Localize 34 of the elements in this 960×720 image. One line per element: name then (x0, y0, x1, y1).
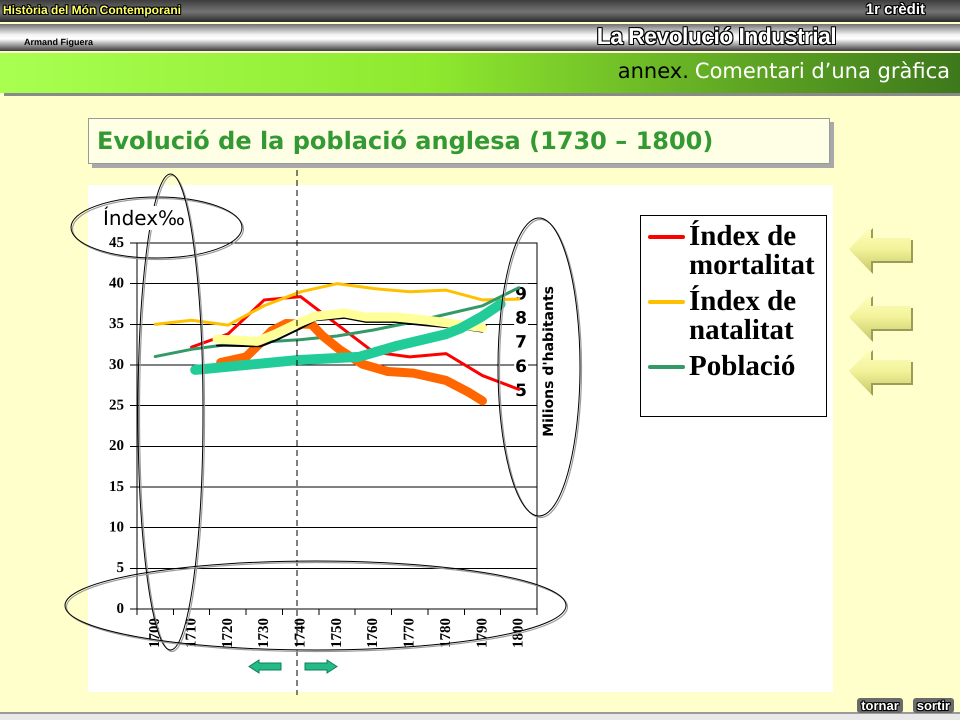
y-tick-label: 10 (109, 520, 124, 536)
y-axis-title: Índex‰ (103, 206, 185, 230)
y-tick-label: 30 (109, 356, 124, 373)
y-tick-label: 20 (109, 438, 124, 454)
y-tick-label: 0 (116, 600, 124, 617)
y-tick-label: 15 (109, 478, 124, 495)
y2-tick-label: 6 (515, 356, 527, 377)
legend-label: Índex de mortalitat (689, 220, 816, 281)
x-tick-label: 1770 (402, 618, 418, 648)
x-tick-label: 1800 (510, 618, 527, 648)
text: sortir (912, 698, 954, 713)
legend-label: Població (689, 350, 796, 382)
x-tick-label: 1760 (365, 618, 382, 648)
text: annex. (618, 59, 689, 83)
x-tick-label: 1750 (328, 618, 345, 648)
text: Comentari d’una gràfica (694, 59, 950, 83)
text: La Revolució Industrial (596, 23, 836, 50)
y-tick-label: 25 (109, 398, 124, 414)
x-tick-label: 1720 (220, 618, 236, 648)
y2-tick-label: 7 (515, 332, 527, 353)
text: Armand Figuera (24, 37, 94, 47)
x-tick-label: 1790 (474, 618, 490, 648)
chart-title: Evolució de la població anglesa (1730 – 1800) (97, 127, 714, 155)
x-tick-label: 1730 (256, 618, 272, 648)
y-tick-label: 40 (109, 276, 124, 292)
text: Història del Món Contemporani (3, 3, 182, 17)
text: tornar (857, 698, 903, 713)
y-tick-label: 35 (109, 316, 124, 332)
y-tick-label: 5 (116, 560, 124, 576)
legend-label: Índex de natalitat (689, 285, 798, 346)
y-tick-label: 45 (109, 234, 124, 251)
y2-axis-title: Milions d'habitants (541, 286, 557, 437)
y2-tick-label: 8 (515, 308, 527, 329)
text: 1r crèdit (866, 1, 925, 18)
